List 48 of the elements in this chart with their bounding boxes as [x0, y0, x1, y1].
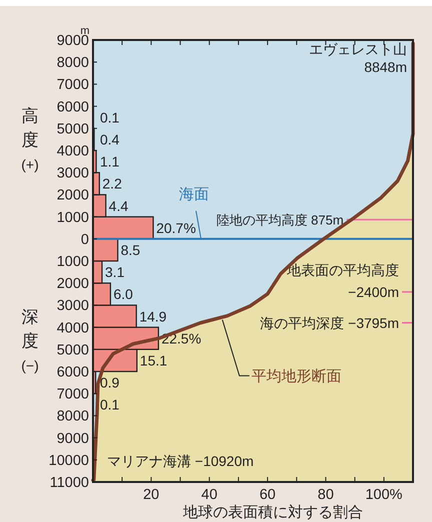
y-tick-label: 2000	[56, 276, 89, 292]
y-tick-label: 5000	[56, 121, 89, 138]
y-tick-label: 8000	[56, 55, 89, 72]
y-tick-label: 6000	[56, 99, 89, 116]
y-tick-label: 9000	[56, 33, 89, 49]
ref-line-label: 陸地の平均高度 875m	[216, 212, 344, 228]
y-tick-label: 2000	[56, 188, 89, 204]
y-tick-label: 4000	[56, 320, 89, 336]
y-tick-label: 5000	[56, 342, 89, 358]
y-tick-label: 3000	[56, 166, 89, 182]
data-label: 0.4	[100, 131, 120, 148]
ref-line-label: 海面	[179, 186, 209, 203]
x-tick-label: 40	[201, 487, 218, 503]
ref-line-label: 海の平均深度 −3795m	[260, 314, 399, 331]
y-tick-label: 3000	[56, 298, 89, 314]
y-tick-label: 1000	[56, 210, 89, 226]
data-label: 3.1	[105, 264, 125, 280]
data-label: 15.1	[140, 352, 168, 368]
y-axis-title: 高度(+)	[21, 106, 39, 172]
x-tick-label: 20	[143, 487, 160, 503]
y-tick-label: 7000	[56, 77, 89, 94]
y-tick-label: 4000	[56, 144, 89, 160]
y-tick-label: 8000	[56, 408, 89, 425]
text: 深度(−)	[21, 307, 39, 374]
y-tick-label: 1000	[56, 254, 89, 270]
y-tick-label: 6000	[56, 364, 89, 380]
data-label: 1.1	[100, 154, 120, 170]
data-label: 14.9	[139, 308, 167, 324]
data-label: 2.2	[102, 176, 122, 192]
text: 平均地形断面	[251, 368, 342, 385]
data-label: 0.1	[100, 109, 120, 126]
x-tick-label: 100%	[365, 487, 403, 503]
annotation: エヴェレスト山 8848m	[309, 41, 407, 75]
y-tick-label: 9000	[56, 430, 89, 447]
x-axis-title: 地球の表面積に対する割合	[182, 504, 363, 521]
y-tick-label: 11000	[50, 475, 89, 491]
data-label: 8.5	[120, 242, 140, 258]
y-tick-label: 0	[80, 232, 89, 248]
data-label: 6.0	[113, 286, 134, 302]
y-tick-label: 7000	[56, 386, 89, 403]
data-label: 0.9	[100, 374, 120, 391]
x-tick-label: 80	[318, 487, 334, 503]
data-label: 4.4	[108, 198, 128, 214]
x-tick-label: 60	[259, 487, 276, 503]
annotation: マリアナ海溝 −10920m	[107, 453, 254, 469]
data-label: 20.7%	[156, 220, 196, 236]
data-label: 0.1	[100, 396, 120, 413]
y-tick-label: 10000	[48, 452, 89, 469]
